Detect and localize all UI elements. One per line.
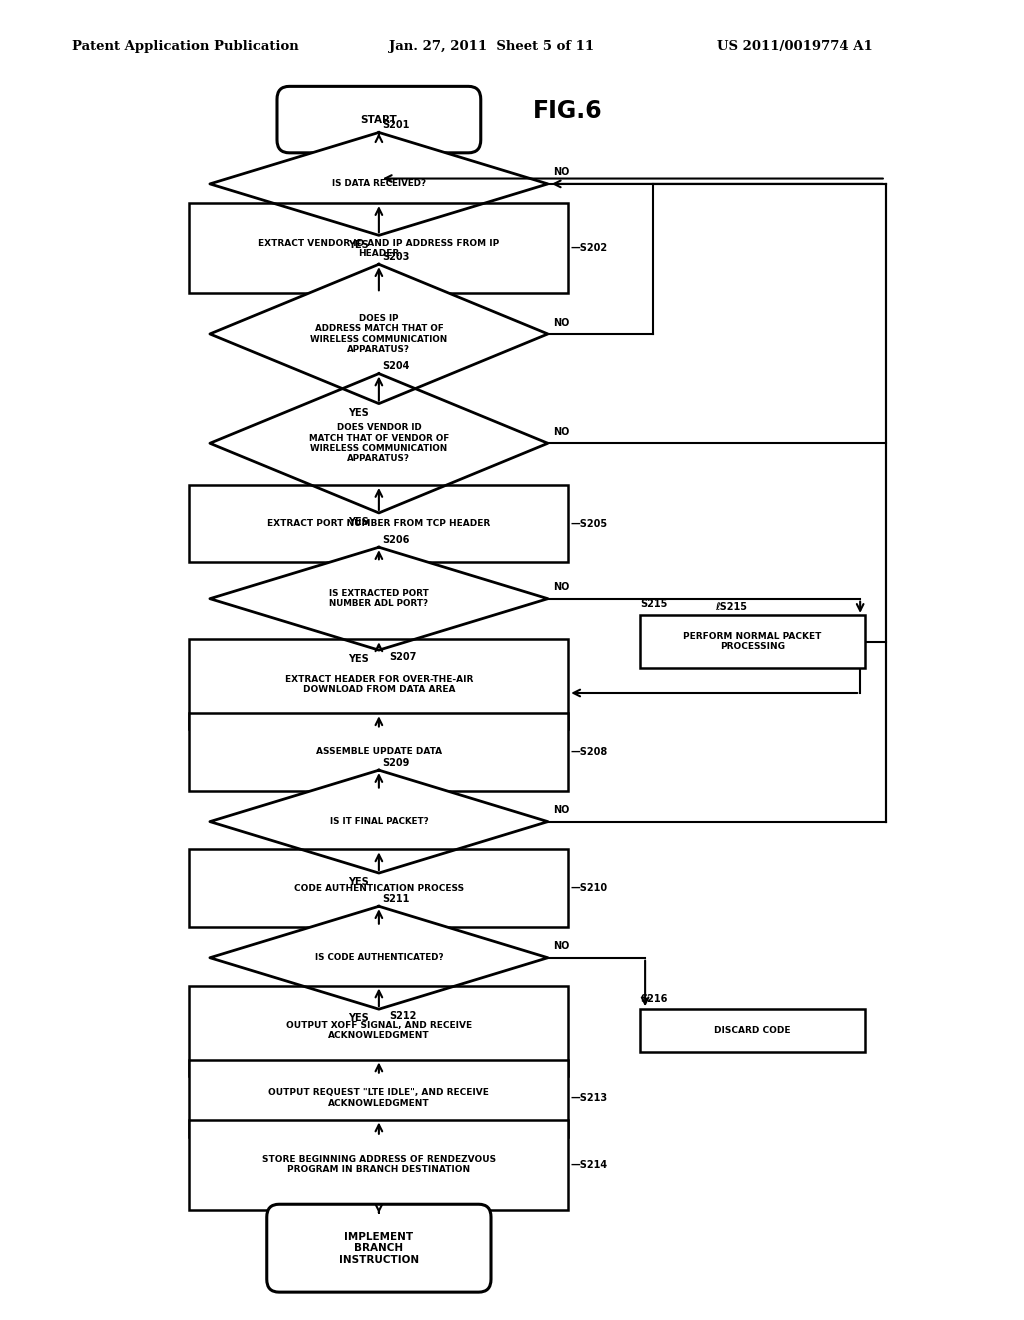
Bar bbox=[640, 615, 865, 668]
Text: S216: S216 bbox=[640, 994, 668, 1003]
Text: US 2011/0019774 A1: US 2011/0019774 A1 bbox=[717, 40, 872, 53]
Text: S203: S203 bbox=[382, 252, 410, 263]
Text: YES: YES bbox=[348, 517, 369, 527]
Text: Patent Application Publication: Patent Application Publication bbox=[72, 40, 298, 53]
Text: IMPLEMENT
BRANCH
INSTRUCTION: IMPLEMENT BRANCH INSTRUCTION bbox=[339, 1232, 419, 1265]
Text: DISCARD CODE: DISCARD CODE bbox=[715, 1026, 791, 1035]
Bar bbox=[189, 484, 568, 562]
Text: OUTPUT XOFF SIGNAL, AND RECEIVE
ACKNOWLEDGMENT: OUTPUT XOFF SIGNAL, AND RECEIVE ACKNOWLE… bbox=[286, 1020, 472, 1040]
Text: IS DATA RECEIVED?: IS DATA RECEIVED? bbox=[332, 180, 426, 189]
Bar bbox=[189, 1119, 568, 1209]
Text: S204: S204 bbox=[382, 362, 410, 371]
Text: —S208: —S208 bbox=[570, 747, 607, 756]
Text: OUTPUT REQUEST "LTE IDLE", AND RECEIVE
ACKNOWLEDGMENT: OUTPUT REQUEST "LTE IDLE", AND RECEIVE A… bbox=[268, 1089, 489, 1107]
Text: ASSEMBLE UPDATE DATA: ASSEMBLE UPDATE DATA bbox=[315, 747, 442, 756]
Text: Jan. 27, 2011  Sheet 5 of 11: Jan. 27, 2011 Sheet 5 of 11 bbox=[389, 40, 594, 53]
Text: NO: NO bbox=[553, 805, 569, 816]
Text: NO: NO bbox=[553, 426, 569, 437]
Text: ℓS215: ℓS215 bbox=[716, 602, 748, 611]
Text: IS EXTRACTED PORT
NUMBER ADL PORT?: IS EXTRACTED PORT NUMBER ADL PORT? bbox=[329, 589, 429, 609]
Text: YES: YES bbox=[348, 240, 369, 249]
Polygon shape bbox=[210, 264, 548, 404]
FancyBboxPatch shape bbox=[266, 1204, 490, 1292]
Text: —S205: —S205 bbox=[570, 519, 607, 528]
Text: YES: YES bbox=[348, 878, 369, 887]
Polygon shape bbox=[210, 907, 548, 1010]
Text: —S210: —S210 bbox=[570, 883, 607, 894]
Bar bbox=[189, 639, 568, 730]
Text: START: START bbox=[360, 115, 397, 124]
Polygon shape bbox=[210, 548, 548, 651]
Text: IS CODE AUTHENTICATED?: IS CODE AUTHENTICATED? bbox=[314, 953, 443, 962]
Bar bbox=[189, 1060, 568, 1137]
Text: S207: S207 bbox=[389, 652, 417, 663]
FancyBboxPatch shape bbox=[276, 86, 480, 153]
Polygon shape bbox=[210, 374, 548, 513]
Text: NO: NO bbox=[553, 941, 569, 952]
Polygon shape bbox=[210, 770, 548, 873]
Polygon shape bbox=[210, 132, 548, 235]
Text: NO: NO bbox=[553, 318, 569, 327]
Text: DOES IP
ADDRESS MATCH THAT OF
WIRELESS COMMUNICATION
APPARATUS?: DOES IP ADDRESS MATCH THAT OF WIRELESS C… bbox=[310, 314, 447, 354]
Text: EXTRACT HEADER FOR OVER-THE-AIR
DOWNLOAD FROM DATA AREA: EXTRACT HEADER FOR OVER-THE-AIR DOWNLOAD… bbox=[285, 675, 473, 694]
Bar bbox=[189, 713, 568, 791]
Text: YES: YES bbox=[348, 408, 369, 418]
Text: CODE AUTHENTICATION PROCESS: CODE AUTHENTICATION PROCESS bbox=[294, 883, 464, 892]
Text: —S214: —S214 bbox=[570, 1159, 607, 1170]
Text: S209: S209 bbox=[382, 758, 410, 768]
Text: NO: NO bbox=[553, 582, 569, 593]
Text: YES: YES bbox=[348, 655, 369, 664]
Text: YES: YES bbox=[348, 1014, 369, 1023]
Bar bbox=[189, 850, 568, 927]
Text: EXTRACT VENDOR ID AND IP ADDRESS FROM IP
HEADER: EXTRACT VENDOR ID AND IP ADDRESS FROM IP… bbox=[258, 239, 500, 257]
Text: S206: S206 bbox=[382, 535, 410, 545]
Text: S215: S215 bbox=[640, 599, 668, 610]
Text: —S213: —S213 bbox=[570, 1093, 607, 1104]
Bar bbox=[640, 1010, 865, 1052]
Bar bbox=[189, 203, 568, 293]
Text: S211: S211 bbox=[382, 894, 410, 904]
Text: —S202: —S202 bbox=[570, 243, 607, 253]
Text: STORE BEGINNING ADDRESS OF RENDEZVOUS
PROGRAM IN BRANCH DESTINATION: STORE BEGINNING ADDRESS OF RENDEZVOUS PR… bbox=[262, 1155, 496, 1175]
Text: NO: NO bbox=[553, 168, 569, 177]
Bar bbox=[189, 986, 568, 1076]
Text: EXTRACT PORT NUMBER FROM TCP HEADER: EXTRACT PORT NUMBER FROM TCP HEADER bbox=[267, 519, 490, 528]
Text: S212: S212 bbox=[389, 1011, 417, 1022]
Text: DOES VENDOR ID
MATCH THAT OF VENDOR OF
WIRELESS COMMUNICATION
APPARATUS?: DOES VENDOR ID MATCH THAT OF VENDOR OF W… bbox=[309, 424, 449, 463]
Text: IS IT FINAL PACKET?: IS IT FINAL PACKET? bbox=[330, 817, 428, 826]
Text: PERFORM NORMAL PACKET
PROCESSING: PERFORM NORMAL PACKET PROCESSING bbox=[683, 632, 822, 651]
Text: S201: S201 bbox=[382, 120, 410, 131]
Text: FIG.6: FIG.6 bbox=[532, 99, 602, 123]
